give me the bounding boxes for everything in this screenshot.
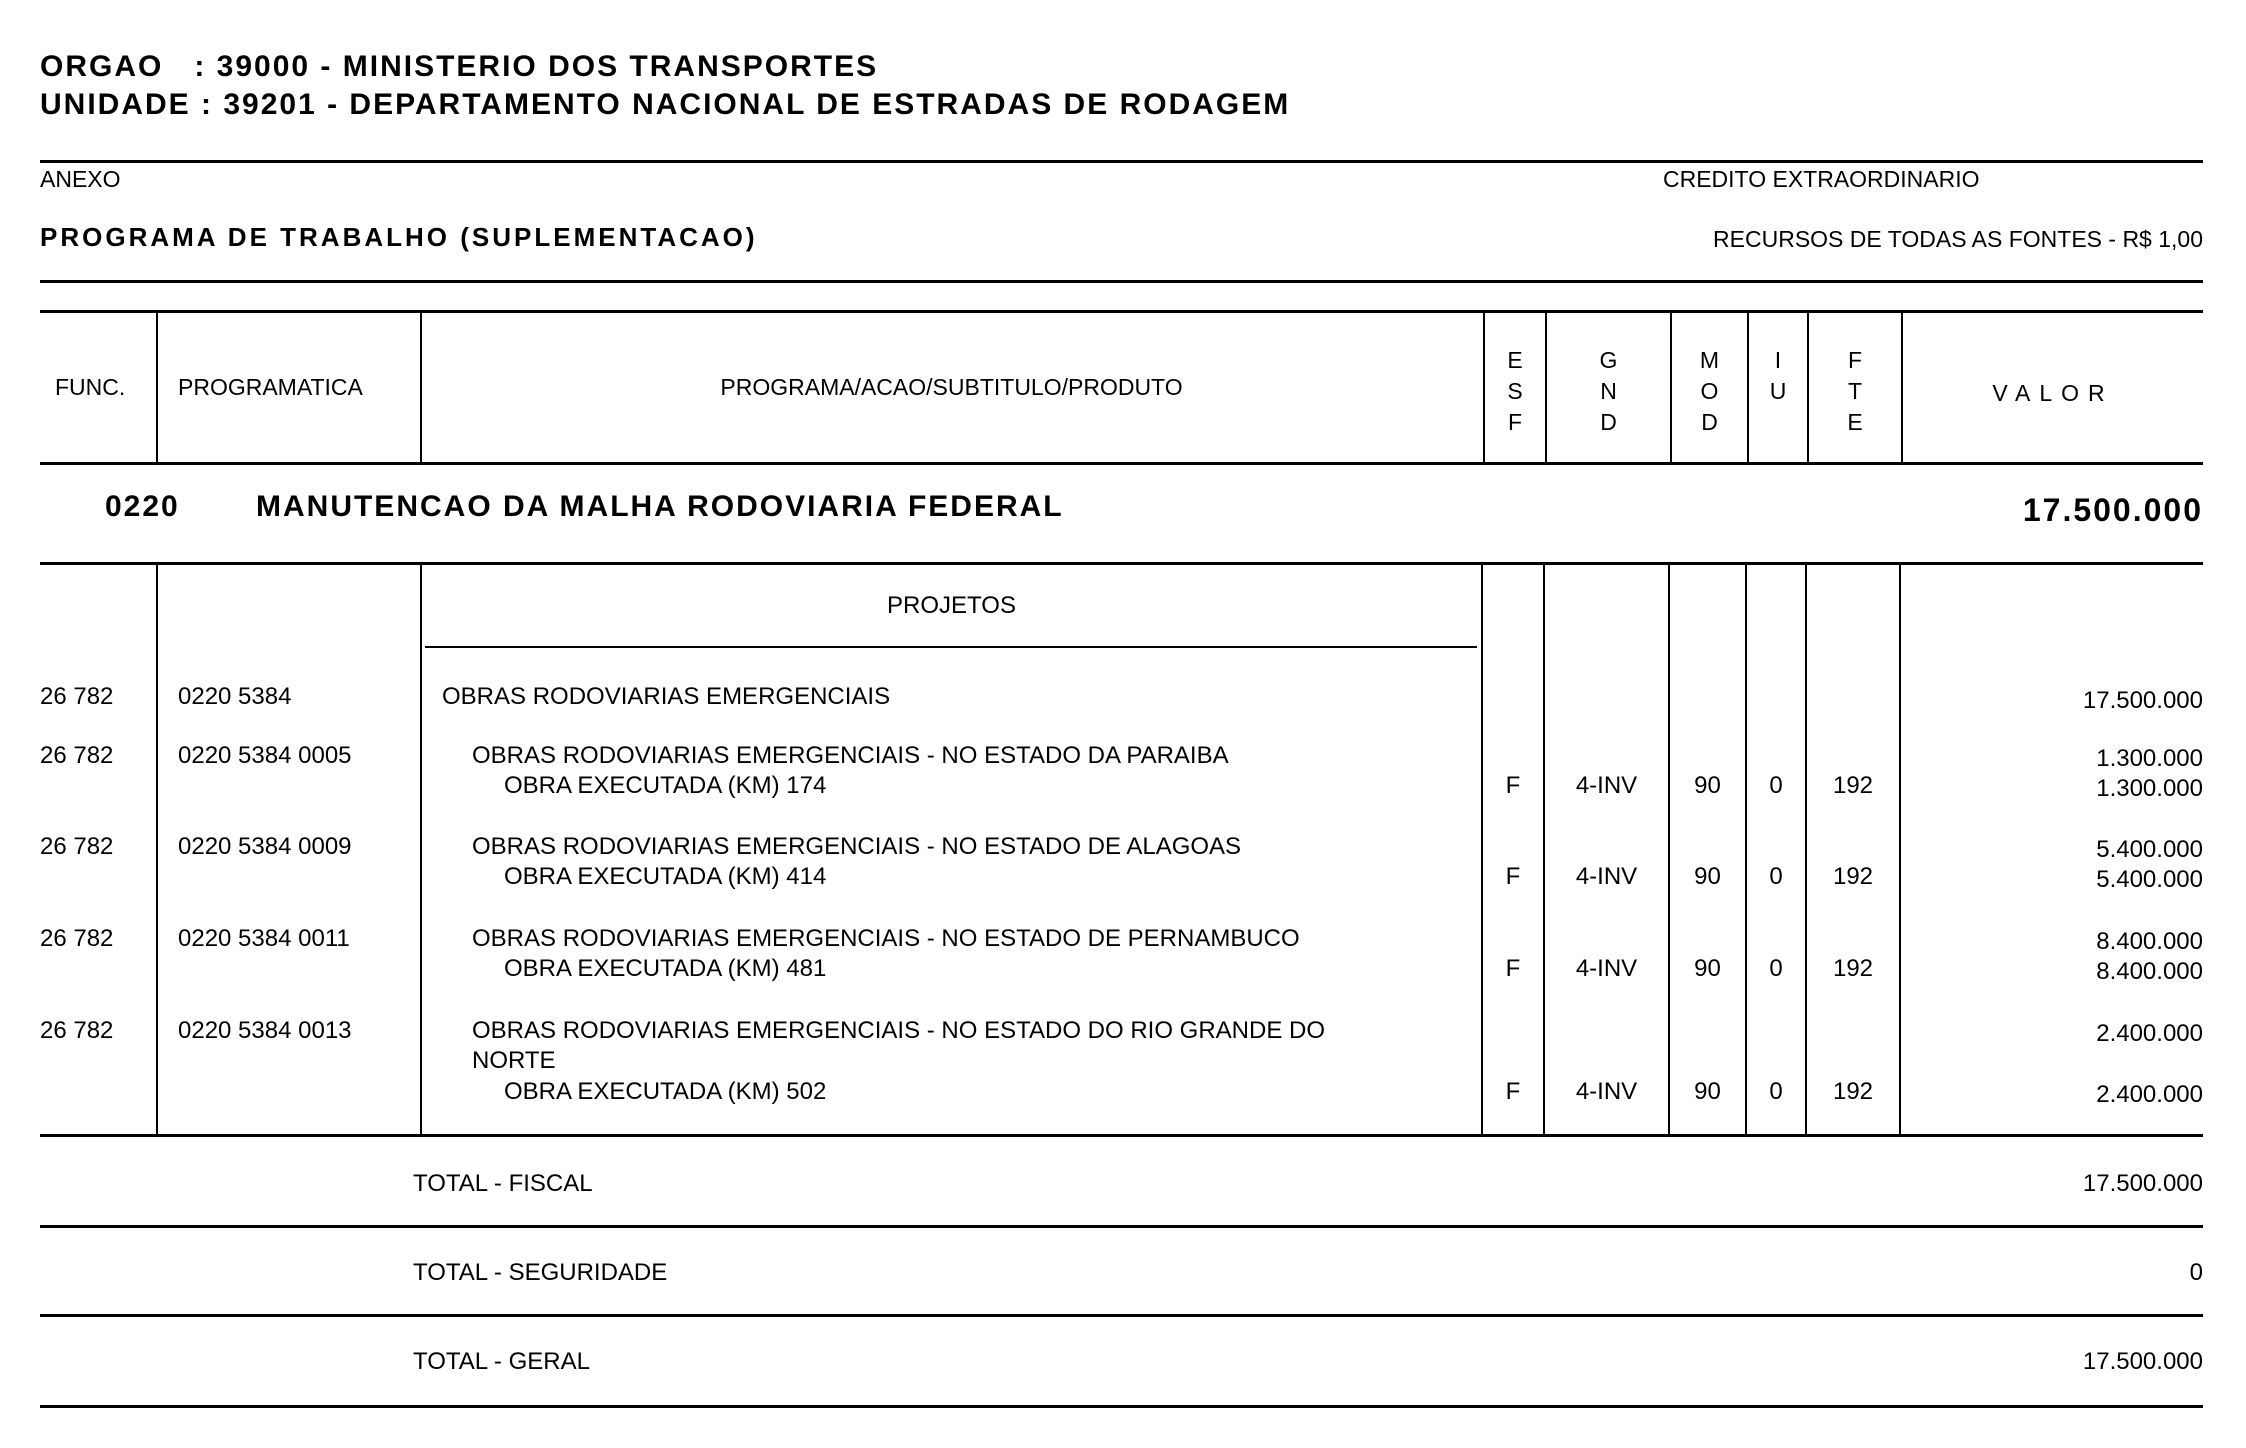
col-valor: VALOR — [1992, 380, 2114, 406]
row-produto: OBRA EXECUTADA (KM) 481 — [504, 955, 827, 982]
row-produto: OBRA EXECUTADA (KM) 502 — [504, 1078, 827, 1105]
row-fte: 192 — [1832, 955, 1874, 982]
row-mod: 90 — [1694, 863, 1721, 890]
row-produto: OBRA EXECUTADA (KM) 174 — [504, 772, 827, 799]
col-gnd: G N D — [1599, 347, 1618, 435]
row-func: 26 782 — [40, 1017, 114, 1044]
row-fte: 192 — [1832, 772, 1874, 799]
row-gnd: 4-INV — [1575, 955, 1638, 982]
row-valor-produto: 2.400.000 — [2096, 1081, 2203, 1108]
row-gnd: 4-INV — [1575, 1078, 1638, 1105]
row-produto: OBRA EXECUTADA (KM) 414 — [504, 863, 827, 890]
col-fte: F T E — [1847, 347, 1863, 435]
action-programatica: 0220 5384 — [178, 683, 292, 710]
total-fiscal-valor: 17.500.000 — [2082, 1170, 2203, 1197]
row-func: 26 782 — [40, 833, 114, 860]
row-fte: 192 — [1832, 863, 1874, 890]
row-func: 26 782 — [40, 742, 114, 769]
col-mod: M O D — [1699, 347, 1720, 435]
row-valor: 8.400.000 — [2096, 928, 2203, 955]
col-programa: PROGRAMA/ACAO/SUBTITULO/PRODUTO — [720, 374, 1183, 400]
section-projetos: PROJETOS — [887, 592, 1016, 619]
row-valor-produto: 5.400.000 — [2096, 866, 2203, 893]
row-iu: 0 — [1769, 1078, 1783, 1105]
total-geral-label: TOTAL - GERAL — [413, 1348, 590, 1375]
col-programatica: PROGRAMATICA — [178, 374, 363, 400]
row-programatica: 0220 5384 0011 — [178, 925, 350, 952]
row-programatica: 0220 5384 0013 — [178, 1017, 352, 1044]
row-gnd: 4-INV — [1575, 772, 1638, 799]
col-iu: I U — [1769, 347, 1787, 404]
row-title: OBRAS RODOVIARIAS EMERGENCIAIS - NO ESTA… — [472, 925, 1300, 952]
row-esf: F — [1505, 772, 1521, 799]
row-valor: 1.300.000 — [2096, 745, 2203, 772]
total-fiscal-label: TOTAL - FISCAL — [413, 1170, 593, 1197]
credito-label: CREDITO EXTRAORDINARIO — [1663, 166, 1980, 192]
row-esf: F — [1505, 863, 1521, 890]
anexo-label: ANEXO — [40, 166, 121, 192]
row-programatica: 0220 5384 0009 — [178, 833, 352, 860]
row-title: OBRAS RODOVIARIAS EMERGENCIAIS - NO ESTA… — [472, 833, 1242, 860]
row-gnd: 4-INV — [1575, 863, 1638, 890]
total-seguridade-label: TOTAL - SEGURIDADE — [413, 1259, 668, 1286]
action-title: OBRAS RODOVIARIAS EMERGENCIAIS — [442, 683, 891, 710]
col-func: FUNC. — [55, 374, 126, 400]
row-mod: 90 — [1694, 955, 1721, 982]
row-func: 26 782 — [40, 925, 114, 952]
row-iu: 0 — [1769, 955, 1783, 982]
row-mod: 90 — [1694, 772, 1721, 799]
row-valor: 5.400.000 — [2096, 836, 2203, 863]
row-iu: 0 — [1769, 863, 1783, 890]
row-iu: 0 — [1769, 772, 1783, 799]
row-esf: F — [1505, 1078, 1521, 1105]
row-programatica: 0220 5384 0005 — [178, 742, 352, 769]
row-valor-produto: 8.400.000 — [2096, 958, 2203, 985]
total-geral-valor: 17.500.000 — [2082, 1348, 2203, 1375]
row-valor-produto: 1.300.000 — [2096, 775, 2203, 802]
row-mod: 90 — [1694, 1078, 1721, 1105]
total-seguridade-valor: 0 — [2189, 1259, 2203, 1286]
program-code: 0220 — [105, 490, 180, 523]
recursos-label: RECURSOS DE TODAS AS FONTES - R$ 1,00 — [1713, 226, 2203, 252]
programa-trabalho-title: PROGRAMA DE TRABALHO (SUPLEMENTACAO) — [40, 222, 758, 252]
row-title-continued: NORTE — [472, 1047, 556, 1074]
program-valor: 17.500.000 — [2022, 492, 2203, 528]
action-func: 26 782 — [40, 683, 114, 710]
program-name: MANUTENCAO DA MALHA RODOVIARIA FEDERAL — [256, 490, 1064, 523]
unidade-line: UNIDADE : 39201 - DEPARTAMENTO NACIONAL … — [40, 88, 1291, 121]
col-esf: E S F — [1507, 347, 1523, 435]
row-esf: F — [1505, 955, 1521, 982]
orgao-line: ORGAO : 39000 - MINISTERIO DOS TRANSPORT… — [40, 50, 879, 83]
row-title: OBRAS RODOVIARIAS EMERGENCIAIS - NO ESTA… — [472, 742, 1229, 769]
row-fte: 192 — [1832, 1078, 1874, 1105]
row-title: OBRAS RODOVIARIAS EMERGENCIAIS - NO ESTA… — [472, 1017, 1326, 1044]
row-valor: 2.400.000 — [2096, 1020, 2203, 1047]
action-valor: 17.500.000 — [2082, 687, 2203, 714]
